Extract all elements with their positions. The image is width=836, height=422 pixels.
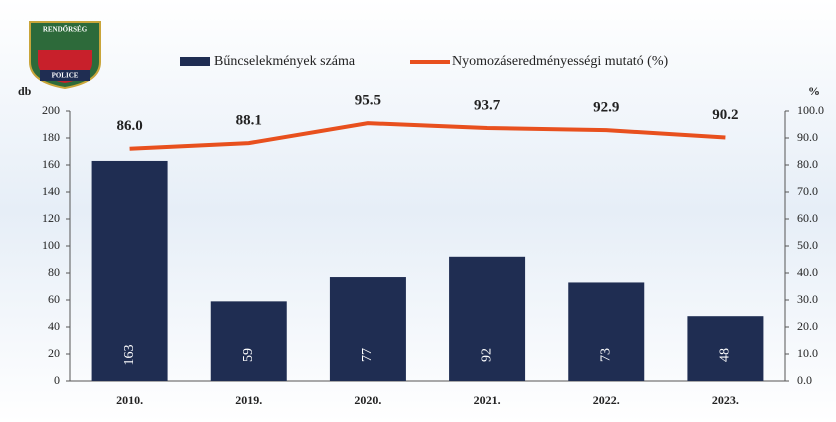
y2-tick-label: 30.0 bbox=[797, 292, 818, 306]
y-axis-label: db bbox=[18, 84, 32, 98]
x-tick-label: 2020. bbox=[354, 393, 381, 407]
x-tick-label: 2023. bbox=[712, 393, 739, 407]
line-value-label: 95.5 bbox=[355, 93, 381, 109]
logo-band bbox=[40, 70, 90, 81]
y-tick-label: 180 bbox=[42, 130, 60, 144]
line-value-label: 92.9 bbox=[593, 100, 619, 116]
y2-tick-label: 50.0 bbox=[797, 238, 818, 252]
x-tick-label: 2019. bbox=[235, 393, 262, 407]
line-value-label: 88.1 bbox=[236, 113, 262, 129]
bar bbox=[687, 316, 764, 381]
bar-value-label: 73 bbox=[598, 348, 613, 362]
y-tick-label: 60 bbox=[48, 292, 60, 306]
y2-tick-label: 60.0 bbox=[797, 211, 818, 225]
line-value-label: 86.0 bbox=[116, 118, 142, 134]
bar bbox=[568, 282, 645, 381]
logo-bottom: POLICE bbox=[52, 72, 79, 80]
bar-value-label: 92 bbox=[479, 348, 494, 362]
y-tick-label: 100 bbox=[42, 238, 60, 252]
y2-tick-label: 10.0 bbox=[797, 346, 818, 360]
y-tick-label: 200 bbox=[42, 103, 60, 117]
line bbox=[129, 121, 726, 151]
legend-swatch bbox=[180, 57, 210, 66]
y2-tick-label: 20.0 bbox=[797, 319, 818, 333]
y-tick-label: 120 bbox=[42, 211, 60, 225]
y-tick-label: 0 bbox=[54, 373, 60, 387]
x-tick-label: 2022. bbox=[593, 393, 620, 407]
bar-value-label: 59 bbox=[241, 348, 256, 362]
bar-value-label: 48 bbox=[718, 348, 733, 362]
legend-label: Nyomozáseredményességi mutató (%) bbox=[452, 54, 668, 69]
bar bbox=[210, 301, 287, 381]
logo-top: RENDŐRSÉG bbox=[43, 26, 88, 34]
x-tick-label: 2010. bbox=[116, 393, 143, 407]
bar bbox=[91, 160, 168, 381]
y2-tick-label: 40.0 bbox=[797, 265, 818, 279]
y2-tick-label: 70.0 bbox=[797, 184, 818, 198]
y2-tick-label: 90.0 bbox=[797, 130, 818, 144]
y2-tick-label: 100.0 bbox=[797, 103, 824, 117]
bar-value-label: 77 bbox=[360, 348, 375, 362]
y2-axis-label: % bbox=[808, 84, 820, 98]
line-value-label: 93.7 bbox=[474, 97, 501, 113]
bar-value-label: 163 bbox=[122, 345, 137, 366]
logo: RENDŐRSÉG POLICE bbox=[29, 21, 101, 90]
bar bbox=[329, 277, 406, 381]
y-tick-label: 140 bbox=[42, 184, 60, 198]
line-value-label: 90.2 bbox=[712, 107, 738, 123]
y2-tick-label: 0.0 bbox=[797, 373, 812, 387]
bar bbox=[449, 256, 526, 381]
y-tick-label: 80 bbox=[48, 265, 60, 279]
y2-tick-label: 80.0 bbox=[797, 157, 818, 171]
x-tick-label: 2021. bbox=[474, 393, 501, 407]
legend-label: Bűncselekmények száma bbox=[214, 54, 356, 69]
y-tick-label: 160 bbox=[42, 157, 60, 171]
y-tick-label: 20 bbox=[48, 346, 60, 360]
y-tick-label: 40 bbox=[48, 319, 60, 333]
